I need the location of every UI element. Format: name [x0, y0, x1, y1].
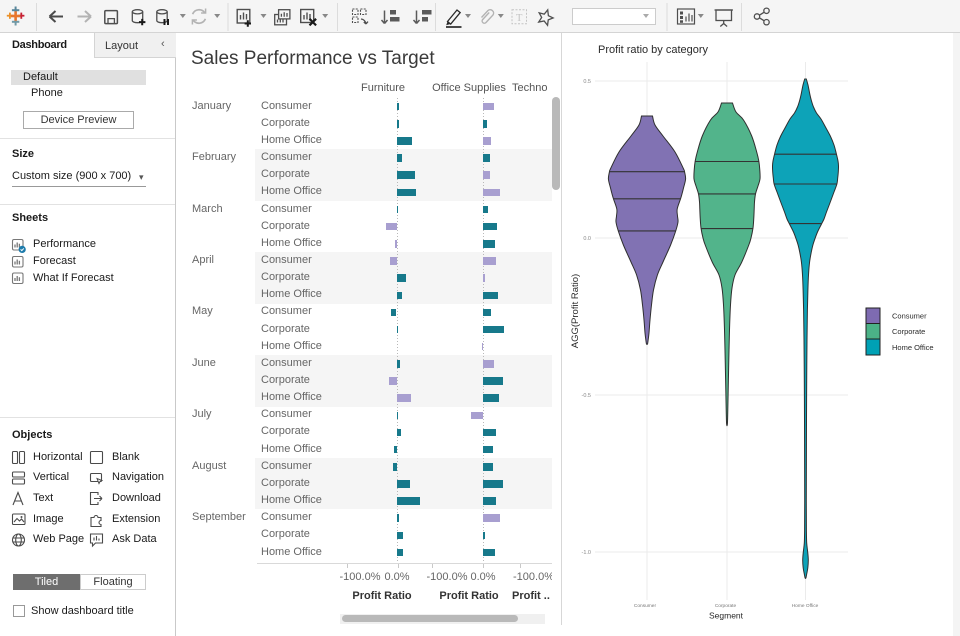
svg-text:-1.0: -1.0	[582, 550, 591, 556]
svg-text:0.5: 0.5	[583, 79, 591, 85]
svg-text:Consumer: Consumer	[634, 603, 657, 609]
svg-text:AGG(Profit Ratio): AGG(Profit Ratio)	[570, 274, 581, 348]
svg-text:Home Office: Home Office	[892, 343, 934, 352]
svg-text:T: T	[516, 13, 523, 24]
svg-text:Segment: Segment	[709, 611, 744, 621]
svg-text:Consumer: Consumer	[892, 312, 927, 321]
svg-text:Corporate: Corporate	[715, 603, 737, 609]
svg-text:-0.5: -0.5	[582, 393, 591, 399]
svg-text:0.0: 0.0	[583, 236, 591, 242]
svg-text:Profit ratio by category: Profit ratio by category	[598, 44, 709, 56]
svg-text:Corporate: Corporate	[892, 327, 925, 336]
svg-text:Home Office: Home Office	[792, 603, 819, 609]
